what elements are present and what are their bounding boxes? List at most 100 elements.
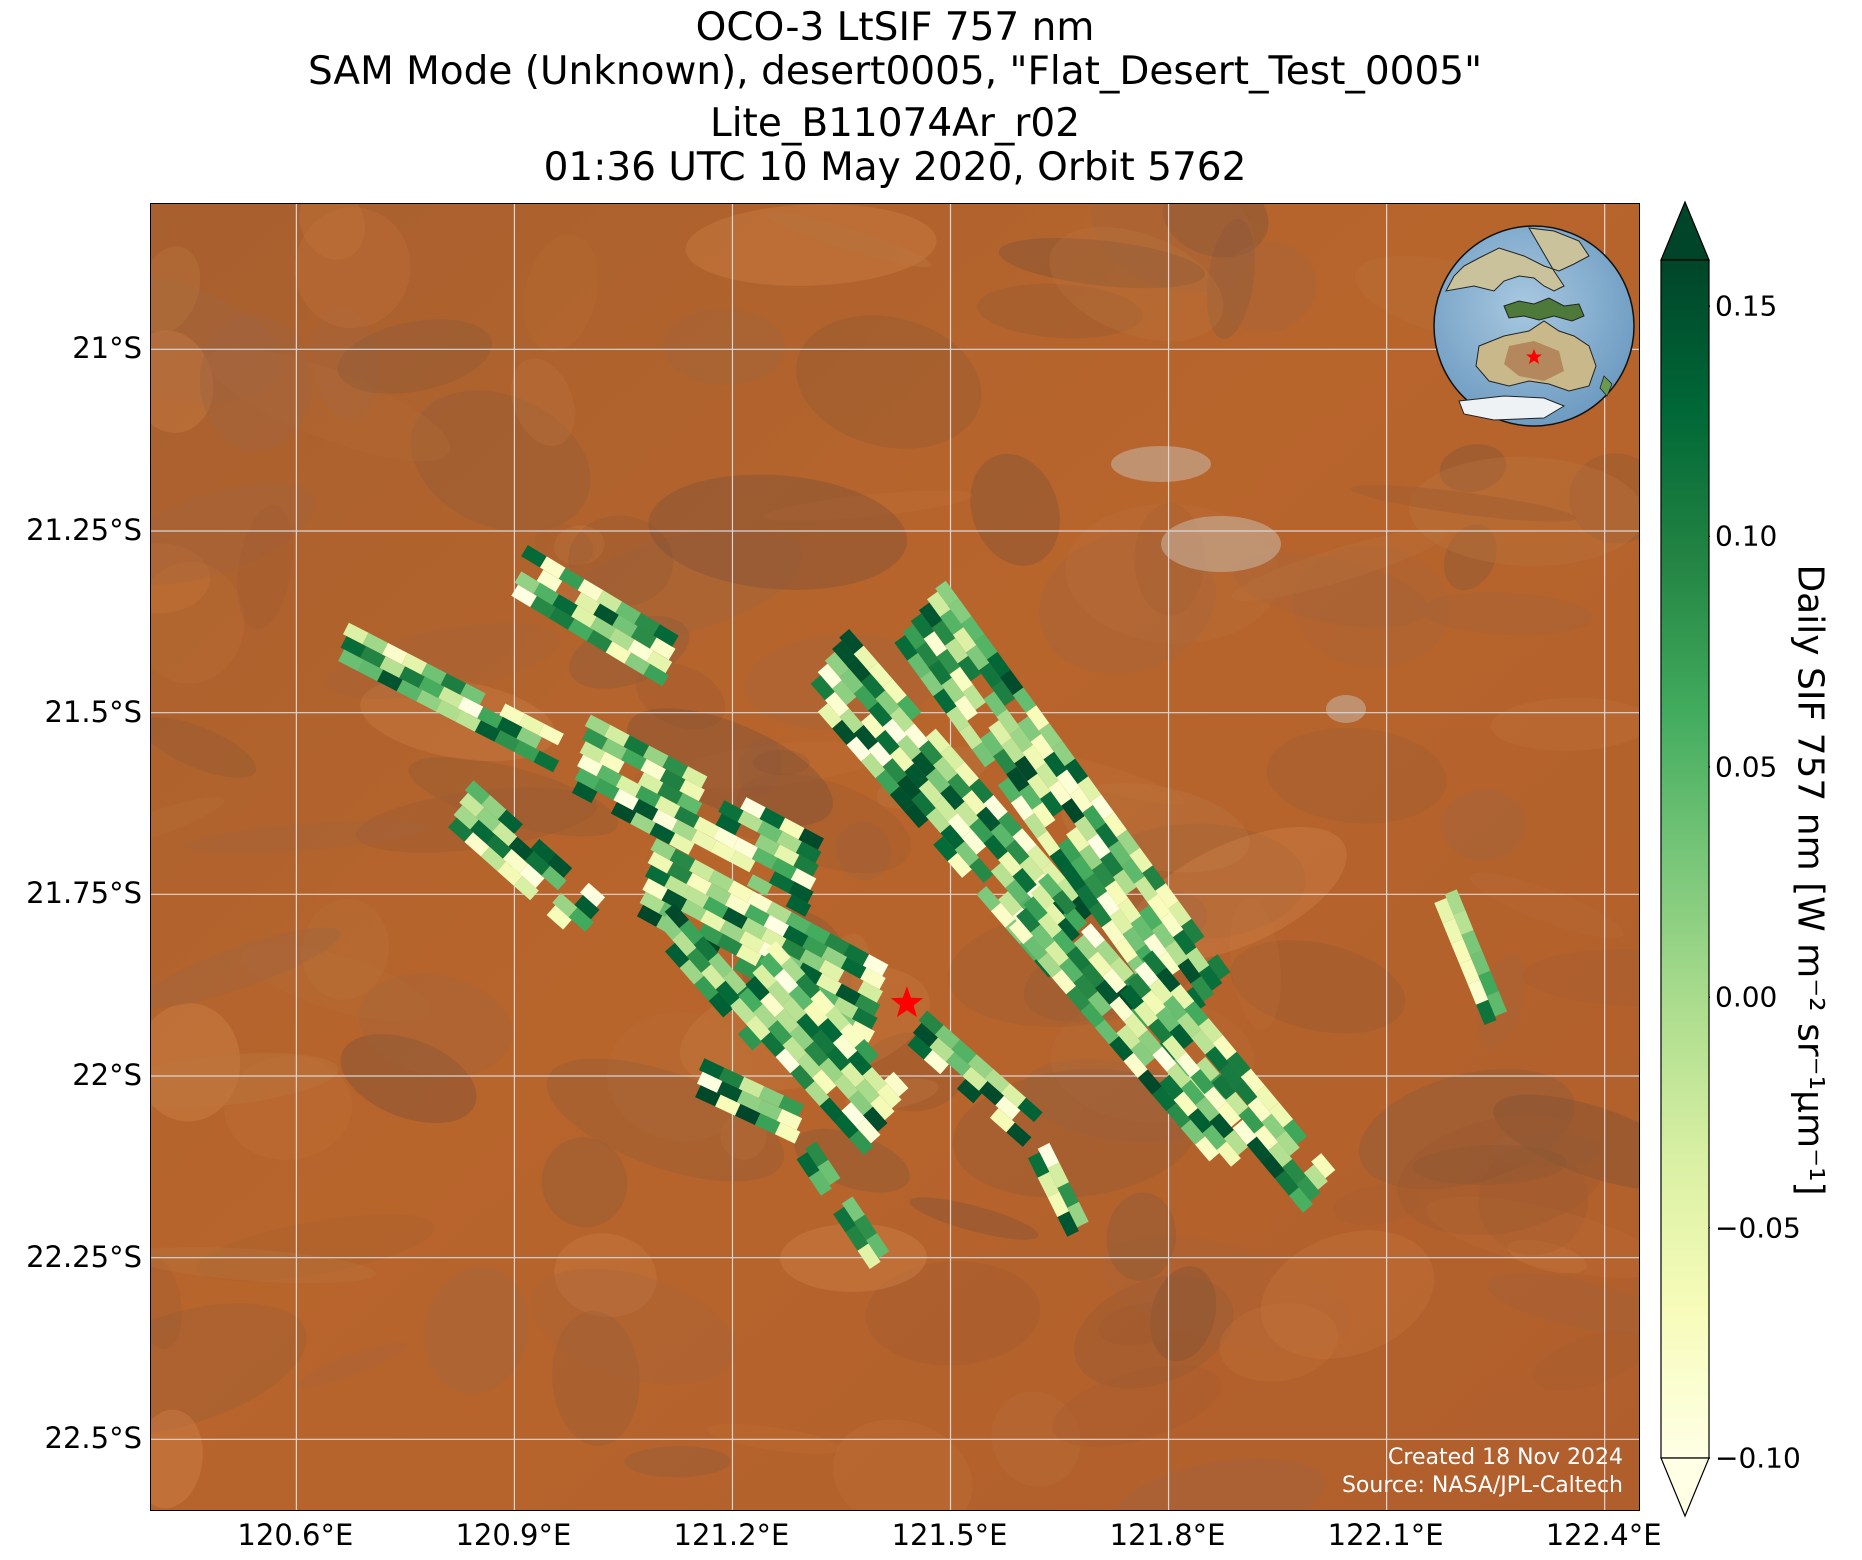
sif-footprint — [980, 731, 1004, 757]
sif-footprint — [671, 819, 698, 842]
sif-footprint — [590, 616, 616, 640]
sif-footprint — [789, 1025, 814, 1050]
sif-footprint — [636, 904, 663, 927]
sif-footprint — [969, 778, 994, 804]
sif-footprint — [746, 874, 773, 896]
sif-footprint — [1023, 896, 1048, 922]
title-line-2: SAM Mode (Unknown), desert0005, "Flat_De… — [307, 49, 1483, 94]
sif-footprint — [1030, 884, 1055, 910]
sif-footprint — [816, 973, 842, 995]
sif-footprint — [752, 964, 777, 990]
sif-footprint — [785, 912, 812, 934]
sif-footprint — [849, 1020, 875, 1043]
sif-footprint — [646, 650, 673, 674]
sif-footprint — [679, 959, 704, 985]
sif-footprint — [987, 651, 1011, 678]
sif-footprint — [866, 1233, 890, 1259]
sif-footprint — [457, 696, 484, 719]
sif-footprint — [435, 700, 462, 722]
sif-footprint — [1202, 1085, 1227, 1111]
sif-footprint — [530, 596, 556, 619]
sif-footprint — [832, 719, 857, 745]
title-line-1: OCO-3 LtSIF 757 nm — [695, 5, 1095, 50]
sif-footprint — [1049, 848, 1074, 875]
sif-footprint — [586, 629, 613, 653]
sif-footprint — [957, 655, 982, 682]
sif-footprint — [647, 851, 674, 874]
sif-footprint — [825, 1006, 850, 1032]
map-canvas[interactable] — [151, 204, 1640, 1511]
sif-footprint — [754, 834, 780, 856]
sif-footprint — [1023, 935, 1048, 961]
sif-footprint — [475, 807, 501, 832]
sif-footprint — [558, 567, 585, 591]
sif-footprint — [630, 812, 656, 835]
sif-footprint — [954, 801, 979, 827]
sif-footprint — [833, 1206, 857, 1233]
sif-footprint — [1010, 795, 1035, 821]
sif-footprint — [455, 710, 481, 732]
sif-footprint — [1181, 1079, 1206, 1106]
satellite-background — [151, 204, 1639, 1510]
sif-footprint — [697, 1071, 723, 1093]
sif-footprint — [817, 663, 842, 689]
sif-footprint — [1075, 884, 1099, 910]
sif-footprint — [382, 642, 408, 665]
sif-footprint — [652, 809, 678, 832]
sif-footprint — [962, 684, 986, 710]
sif-footprint — [998, 851, 1023, 877]
sif-footprint — [621, 748, 647, 771]
sif-footprint — [612, 614, 638, 638]
sif-footprint — [577, 754, 603, 777]
title-line-4: 01:36 UTC 10 May 2020, Orbit 5762 — [543, 145, 1247, 190]
sif-footprint — [961, 616, 985, 642]
sif-footprint — [976, 886, 1001, 912]
sif-footprint — [1066, 946, 1091, 972]
sif-footprint — [679, 779, 705, 802]
sif-footprint — [843, 943, 870, 966]
sif-footprint — [1122, 926, 1146, 953]
map-panel[interactable]: Created 18 Nov 2024 Source: NASA/JPL-Cal… — [150, 203, 1640, 1511]
sif-footprint — [708, 992, 733, 1018]
sif-footprint — [818, 1018, 843, 1043]
sif-footprint — [654, 795, 681, 818]
sif-footprint — [536, 569, 563, 592]
sif-footprint — [884, 1071, 909, 1097]
sif-footprint — [852, 1007, 878, 1030]
sif-footprint — [664, 875, 690, 898]
sif-footprint — [650, 838, 676, 861]
sif-footprint — [897, 774, 922, 800]
sif-footprint — [825, 1046, 851, 1072]
sif-footprint — [716, 1081, 743, 1103]
sif-footprint — [751, 847, 778, 870]
sif-footprint — [774, 1122, 801, 1144]
sif-footprint — [1195, 1136, 1220, 1162]
lon-tick-label: 122.4°E — [1545, 1518, 1662, 1552]
sif-footprint — [737, 810, 764, 833]
sif-footprint — [1109, 996, 1134, 1022]
sif-footprint — [1143, 933, 1168, 959]
sif-footprint — [1077, 776, 1101, 802]
lat-tick-label: 21.5°S — [44, 694, 142, 729]
sif-footprint — [861, 753, 886, 779]
sif-footprint — [1296, 1175, 1321, 1202]
sif-footprint — [708, 869, 734, 892]
sif-footprint — [1160, 911, 1184, 938]
sif-footprint — [766, 901, 792, 924]
sif-footprint — [1205, 1046, 1230, 1072]
sif-footprint — [774, 968, 799, 994]
sif-footprint — [1073, 974, 1098, 1000]
sif-footprint — [1026, 844, 1052, 870]
sif-footprint — [340, 636, 367, 658]
sif-footprint — [1166, 1102, 1191, 1129]
sif-footprint — [1216, 1101, 1242, 1127]
sif-footprint — [698, 1058, 725, 1080]
sif-footprint — [804, 1041, 829, 1067]
target-marker-layer — [890, 986, 924, 1018]
sif-footprint — [1176, 1052, 1201, 1078]
sif-footprint — [715, 980, 741, 1006]
sif-footprint — [716, 933, 743, 956]
sif-footprint — [519, 863, 545, 888]
sif-footprint — [464, 780, 490, 805]
sif-footprint — [642, 878, 668, 901]
